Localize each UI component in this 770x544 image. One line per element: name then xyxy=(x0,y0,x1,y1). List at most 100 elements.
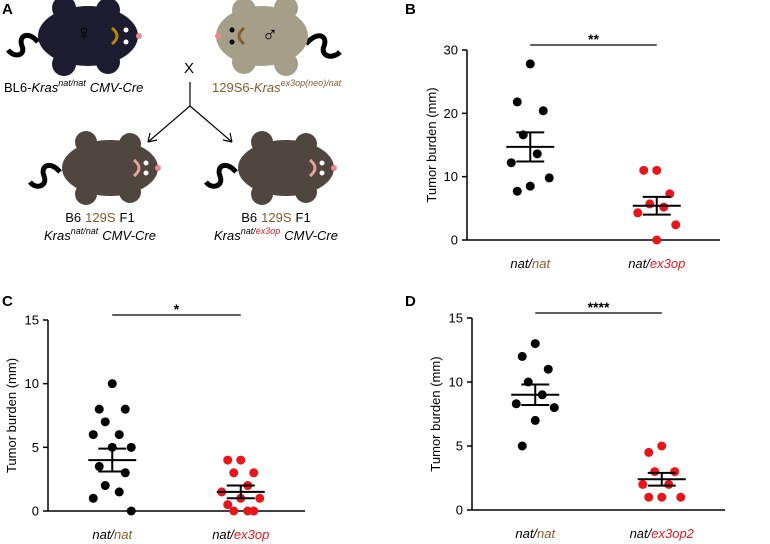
data-point xyxy=(100,417,110,427)
y-tick-label: 0 xyxy=(456,503,463,518)
allele: nat/nat xyxy=(71,226,99,236)
data-point xyxy=(544,173,554,183)
x-tick-label: nat/ex3op xyxy=(628,256,685,271)
data-point xyxy=(645,199,655,209)
data-point xyxy=(670,467,680,477)
allele: nat/ex3op xyxy=(241,226,281,236)
offspring-genotype: Krasnat/ex3op CMV-Cre xyxy=(214,226,338,243)
data-point xyxy=(88,430,98,440)
driver: CMV-Cre xyxy=(284,228,338,243)
y-tick-label: 15 xyxy=(25,313,39,328)
parent-label: BL6-Krasnat/nat CMV-Cre xyxy=(4,78,143,95)
offspring-background: B6 129S F1 xyxy=(241,210,310,225)
panel-letter: D xyxy=(405,293,416,310)
data-point xyxy=(657,441,667,451)
data-point xyxy=(549,403,559,413)
background-part: B6 xyxy=(65,210,81,225)
data-point xyxy=(517,441,527,451)
x-tick-label: nat/ex3op xyxy=(212,527,269,542)
gene: Kras xyxy=(254,80,281,95)
data-point xyxy=(525,181,535,191)
data-point xyxy=(671,220,681,230)
data-point xyxy=(538,106,548,116)
mouse-offspring xyxy=(28,131,161,205)
data-point xyxy=(88,493,98,503)
significance-label: **** xyxy=(588,299,610,315)
data-point xyxy=(229,506,239,516)
y-axis-label: Tumor burden (mm) xyxy=(424,87,439,202)
y-tick-label: 30 xyxy=(444,43,458,58)
data-point xyxy=(652,235,662,245)
significance-label: * xyxy=(174,301,180,317)
data-point xyxy=(639,165,649,175)
cross-symbol: X xyxy=(184,60,194,77)
background-part: 129S xyxy=(85,210,116,225)
gene: Kras xyxy=(44,228,71,243)
offspring-genotype: Krasnat/nat CMV-Cre xyxy=(44,226,156,243)
data-point xyxy=(243,506,253,516)
x-tick-label: nat/nat xyxy=(92,527,133,542)
cross-arrows xyxy=(147,82,233,143)
x-tick-label: nat/nat xyxy=(510,256,551,271)
data-point xyxy=(650,467,660,477)
background-part: F1 xyxy=(120,210,135,225)
data-point xyxy=(249,468,259,478)
significance-label: ** xyxy=(588,31,599,47)
data-point xyxy=(229,468,239,478)
data-point xyxy=(644,492,654,502)
mouse-female xyxy=(6,0,142,76)
data-point xyxy=(94,461,104,471)
data-point xyxy=(236,455,246,465)
strain: 129S6- xyxy=(212,80,254,95)
y-tick-label: 10 xyxy=(449,375,463,390)
allele: ex3op(neo)/nat xyxy=(281,78,342,88)
allele: nat/nat xyxy=(58,78,86,88)
data-point xyxy=(94,404,104,414)
y-axis-label: Tumor burden (mm) xyxy=(428,356,443,471)
data-point xyxy=(525,59,535,69)
background-part: 129S xyxy=(261,210,292,225)
parent-label: 129S6-Krasex3op(neo)/nat xyxy=(212,78,342,95)
data-point xyxy=(652,165,662,175)
y-tick-label: 10 xyxy=(444,169,458,184)
gene: Kras xyxy=(214,228,241,243)
y-tick-label: 5 xyxy=(456,439,463,454)
data-point xyxy=(511,399,521,409)
mouse-offspring xyxy=(204,131,337,205)
offspring-background: B6 129S F1 xyxy=(65,210,134,225)
data-point xyxy=(114,430,124,440)
data-point xyxy=(657,492,667,502)
data-point xyxy=(107,379,117,389)
data-point xyxy=(659,202,669,212)
data-point xyxy=(664,479,674,489)
background-part: F1 xyxy=(296,210,311,225)
gene: Kras xyxy=(31,80,58,95)
data-point xyxy=(532,149,542,159)
data-point xyxy=(114,487,124,497)
data-point xyxy=(100,481,110,491)
data-point xyxy=(506,158,516,168)
driver: CMV-Cre xyxy=(102,228,156,243)
panel-letter: C xyxy=(2,293,13,310)
data-point xyxy=(126,442,136,452)
y-tick-label: 0 xyxy=(451,233,458,248)
data-point xyxy=(223,455,233,465)
data-point xyxy=(126,506,136,516)
data-point xyxy=(530,339,540,349)
data-point xyxy=(644,447,654,457)
data-point xyxy=(120,468,130,478)
y-axis-label: Tumor burden (mm) xyxy=(4,358,19,473)
sex-symbol: ♂ xyxy=(262,22,279,47)
data-point xyxy=(255,493,265,503)
data-point xyxy=(223,500,233,510)
mouse-male xyxy=(215,0,342,76)
data-point xyxy=(120,404,130,414)
background-part: B6 xyxy=(241,210,257,225)
strain: BL6- xyxy=(4,80,31,95)
data-point xyxy=(512,186,522,196)
y-tick-label: 10 xyxy=(25,376,39,391)
data-point xyxy=(638,479,648,489)
y-tick-label: 20 xyxy=(444,106,458,121)
driver: CMV-Cre xyxy=(90,80,144,95)
